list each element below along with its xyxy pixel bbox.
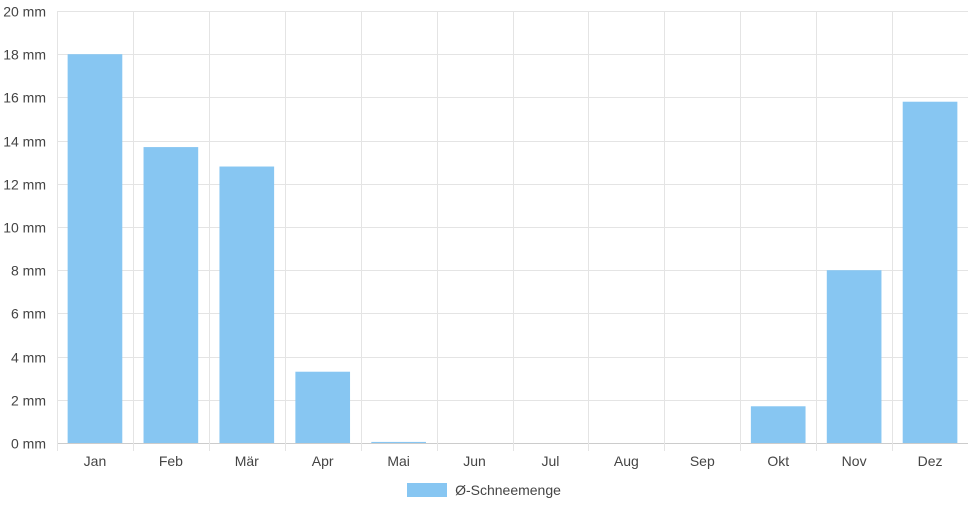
x-tick-label: Mär (235, 453, 259, 469)
bar (371, 441, 426, 443)
x-tick-label: Feb (159, 453, 183, 469)
y-tick-label: 12 mm (3, 177, 46, 193)
bar (295, 371, 351, 443)
y-tick-label: 4 mm (11, 350, 46, 366)
x-tick-label: Jul (542, 453, 560, 469)
y-tick-label: 2 mm (11, 393, 46, 409)
bar (219, 166, 275, 443)
y-tick-label: 10 mm (3, 220, 46, 236)
x-tick-label: Apr (312, 453, 334, 469)
grid-lines (57, 11, 968, 451)
bar (826, 270, 882, 443)
x-tick-label: Sep (690, 453, 715, 469)
x-tick-label: Okt (767, 453, 789, 469)
legend-label: Ø-Schneemenge (455, 482, 561, 498)
legend[interactable]: Ø-Schneemenge (0, 480, 968, 500)
x-tick-label: Nov (842, 453, 867, 469)
y-tick-label: 16 mm (3, 90, 46, 106)
x-tick-label: Dez (918, 453, 943, 469)
legend-swatch (407, 483, 448, 497)
y-tick-label: 14 mm (3, 134, 46, 150)
x-tick-label: Aug (614, 453, 639, 469)
bar (902, 101, 958, 443)
x-tick-label: Jan (84, 453, 107, 469)
y-tick-label: 0 mm (11, 436, 46, 452)
chart-canvas: 0 mm 2 mm 4 mm 6 mm 8 mm 10 mm 12 mm 14 mm 16 mm… (3, 4, 968, 470)
axes: 0 mm 2 mm 4 mm 6 mm 8 mm 10 mm 12 mm 14 mm 16 mm… (3, 4, 942, 470)
bar (143, 147, 199, 443)
bar (67, 54, 123, 443)
x-tick-label: Mai (387, 453, 410, 469)
bar (750, 406, 806, 443)
y-tick-label: 20 mm (3, 4, 46, 20)
x-tick-label: Jun (463, 453, 486, 469)
y-tick-label: 6 mm (11, 306, 46, 322)
y-tick-label: 8 mm (11, 263, 46, 279)
y-tick-label: 18 mm (3, 47, 46, 63)
bar-series (67, 54, 958, 443)
